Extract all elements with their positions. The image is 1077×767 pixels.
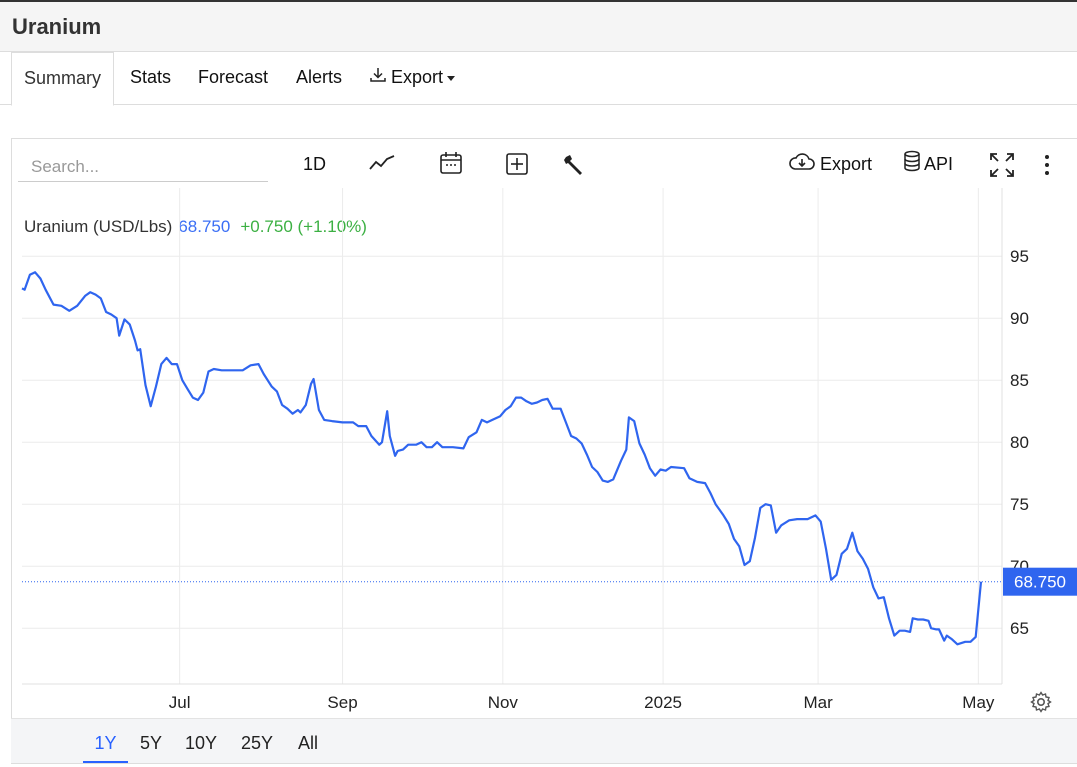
- series-line: [21, 271, 983, 646]
- chevron-down-icon: [447, 75, 456, 81]
- tab-stats[interactable]: Stats: [130, 67, 172, 87]
- page-title: Uranium: [12, 14, 102, 39]
- tab-forecast[interactable]: Forecast: [198, 67, 269, 87]
- tab-alerts[interactable]: Alerts: [296, 67, 343, 87]
- settings-icon[interactable]: [1030, 691, 1052, 713]
- x-tick-label: Jul: [169, 693, 191, 712]
- database-icon: [903, 150, 921, 180]
- range-10y[interactable]: 10Y: [184, 733, 218, 753]
- tab-export[interactable]: Export: [369, 52, 456, 104]
- last-value-tag: [1003, 567, 1077, 596]
- export-label: Export: [820, 154, 873, 174]
- cloud-download-icon: [788, 151, 816, 179]
- x-tick-label: May: [962, 693, 995, 712]
- wrench-icon[interactable]: [562, 153, 586, 181]
- page-header: Uranium: [0, 2, 1077, 52]
- search-input[interactable]: [18, 152, 268, 182]
- export-button[interactable]: Export: [788, 150, 872, 178]
- api-label: API: [924, 154, 954, 174]
- y-tick-label: 95: [1010, 247, 1029, 266]
- range-1y[interactable]: 1Y: [83, 719, 128, 763]
- legend-price: 68.750: [178, 217, 231, 236]
- y-tick-label: 80: [1010, 433, 1029, 452]
- y-tick-label: 75: [1010, 495, 1029, 514]
- tab-summary[interactable]: Summary: [11, 52, 115, 106]
- legend-series-name: Uranium (USD/Lbs): [24, 217, 173, 236]
- x-tick-label: Mar: [803, 693, 833, 712]
- y-tick-label: 65: [1010, 619, 1029, 638]
- range-5y[interactable]: 5Y: [139, 733, 163, 753]
- plus-box-icon[interactable]: [505, 152, 529, 180]
- tab-bar: Summary Stats Forecast Alerts Export: [0, 52, 1077, 106]
- legend-change: +0.750 (+1.10%): [240, 217, 367, 236]
- fullscreen-icon[interactable]: [989, 152, 1015, 180]
- last-value-label: 68.750: [1014, 573, 1066, 592]
- y-tick-label: 90: [1010, 309, 1029, 328]
- line-chart-icon[interactable]: [369, 152, 395, 180]
- more-vertical-icon[interactable]: [1040, 152, 1054, 180]
- top-border: [0, 0, 1077, 2]
- calendar-icon[interactable]: [439, 151, 463, 179]
- interval-button[interactable]: 1D: [303, 154, 327, 174]
- api-button[interactable]: API: [903, 150, 953, 178]
- range-25y[interactable]: 25Y: [240, 733, 274, 753]
- chart-legend: Uranium (USD/Lbs) 68.750 +0.750 (+1.10%): [24, 217, 367, 237]
- download-icon: [369, 53, 387, 103]
- y-tick-label: 85: [1010, 371, 1029, 390]
- range-all[interactable]: All: [297, 733, 318, 753]
- x-tick-label: Sep: [327, 693, 357, 712]
- x-tick-label: 2025: [644, 693, 682, 712]
- x-tick-label: Nov: [488, 693, 519, 712]
- range-selector: 1Y 5Y 10Y 25Y All: [11, 718, 1077, 763]
- chart-panel: [11, 138, 1077, 764]
- tab-export-label: Export: [391, 67, 444, 87]
